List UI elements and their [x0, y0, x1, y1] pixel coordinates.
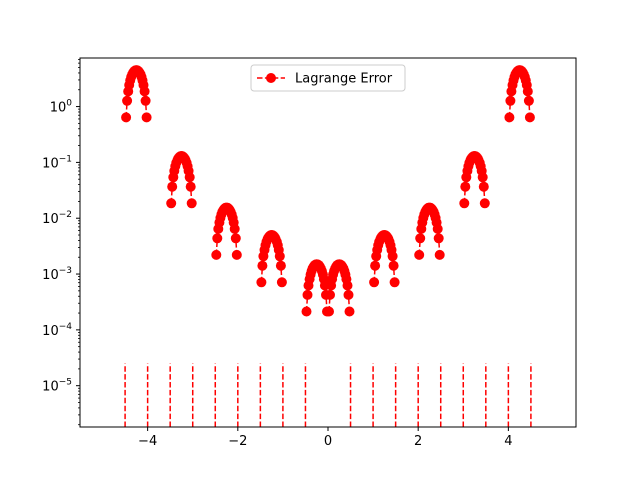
y-tick-label: 10−4	[42, 322, 72, 339]
data-point	[257, 260, 268, 271]
x-axis-ticks: −4 −2 0 2 4	[138, 427, 513, 449]
series-lobe	[301, 259, 332, 317]
data-point	[388, 260, 399, 271]
y-minor-ticks	[78, 58, 80, 426]
y-axis-ticks: 10−5 10−4 10−3 10−2 10−1 100	[42, 99, 80, 395]
data-point	[433, 233, 444, 244]
data-point	[302, 289, 313, 300]
data-point	[505, 95, 516, 106]
data-point	[432, 223, 443, 234]
series-lobe	[211, 202, 242, 260]
data-point	[343, 289, 354, 300]
data-point	[478, 181, 489, 192]
data-point	[459, 198, 470, 209]
series-stems	[124, 363, 532, 427]
legend-box	[250, 64, 406, 92]
plot-frame	[79, 57, 577, 428]
y-tick-label: 10−3	[42, 266, 72, 283]
series-lobe	[369, 230, 400, 288]
data-point	[229, 223, 240, 234]
data-point	[369, 277, 380, 288]
x-tick-label: 4	[504, 434, 512, 449]
data-point	[185, 181, 196, 192]
data-point	[434, 249, 445, 260]
data-point	[342, 280, 353, 291]
data-point	[479, 198, 490, 209]
data-layer	[121, 65, 535, 427]
y-tick-label: 10−2	[42, 210, 72, 227]
data-point	[167, 181, 178, 192]
data-point	[370, 260, 381, 271]
data-point	[256, 277, 267, 288]
data-point	[186, 198, 197, 209]
data-point	[414, 249, 425, 260]
data-point	[230, 233, 241, 244]
data-point	[212, 233, 223, 244]
data-point	[184, 172, 195, 183]
data-point	[231, 249, 242, 260]
series-lobe	[459, 151, 490, 209]
series-lobe	[166, 151, 197, 209]
data-point	[275, 260, 286, 271]
data-point	[139, 86, 150, 97]
series-lobe	[504, 65, 535, 123]
data-point	[387, 251, 398, 262]
data-point	[460, 181, 471, 192]
x-tick-label: 0	[324, 434, 332, 449]
data-point	[324, 306, 334, 317]
series-lobe	[256, 230, 287, 288]
x-tick-label: −4	[138, 434, 157, 449]
series-lobe	[324, 259, 355, 317]
data-point	[523, 95, 534, 106]
ticks-layer: −4 −2 0 2 4 10−5 10−4 10−3 10−2 10−1 100	[42, 58, 513, 449]
data-point	[325, 289, 335, 300]
series-lobe	[121, 65, 152, 123]
data-point	[122, 95, 133, 106]
data-point	[276, 277, 287, 288]
data-point	[477, 172, 488, 183]
series-lobe	[414, 202, 445, 260]
data-point	[274, 251, 285, 262]
data-point	[166, 198, 177, 209]
y-tick-label: 10−1	[42, 154, 72, 171]
legend-marker-sample	[266, 73, 276, 83]
legend: Lagrange Error	[250, 64, 406, 92]
x-tick-label: 2	[414, 434, 422, 449]
data-point	[344, 306, 355, 317]
data-point	[504, 112, 515, 123]
data-point	[121, 112, 132, 123]
data-point	[415, 233, 426, 244]
y-tick-label: 10−5	[42, 378, 72, 395]
y-tick-label: 100	[50, 99, 73, 116]
x-tick-label: −2	[228, 434, 247, 449]
data-point	[141, 112, 152, 123]
data-point	[211, 249, 222, 260]
data-point	[389, 277, 400, 288]
data-point	[301, 306, 312, 317]
legend-label: Lagrange Error	[295, 72, 393, 87]
data-point	[524, 112, 535, 123]
data-point	[140, 95, 151, 106]
data-point	[522, 86, 533, 97]
